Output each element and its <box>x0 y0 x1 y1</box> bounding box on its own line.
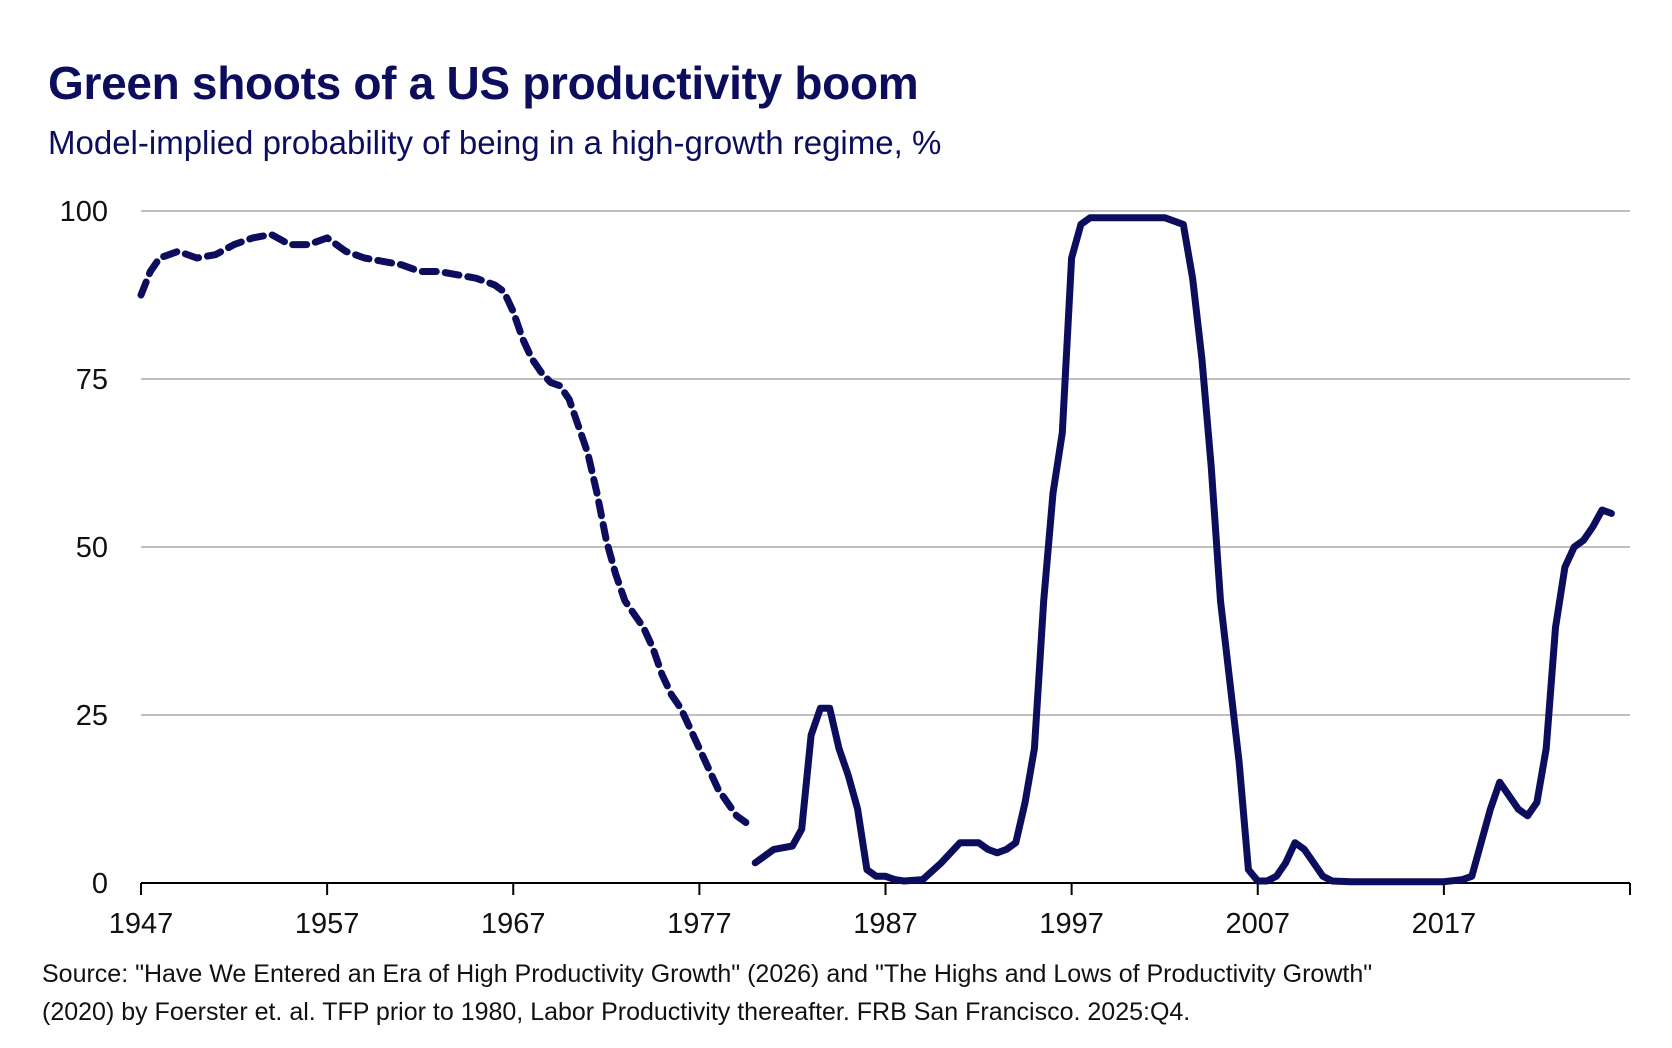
y-tick-label-75: 75 <box>76 364 108 396</box>
x-tick-label-1987: 1987 <box>853 908 918 940</box>
x-tick-label-1967: 1967 <box>481 908 546 940</box>
series-line-tfp <box>137 231 750 826</box>
series-layer <box>137 214 1615 886</box>
y-tick-label-50: 50 <box>76 532 108 564</box>
x-tick-label-2007: 2007 <box>1225 908 1290 940</box>
chart-subtitle: Model-implied probability of being in a … <box>48 124 942 161</box>
source-line-2: (2020) by Foerster et. al. TFP prior to … <box>42 998 1191 1026</box>
source-note: Source: "Have We Entered an Era of High … <box>42 955 1642 1031</box>
gridlines <box>141 210 1630 716</box>
x-tick-label-1977: 1977 <box>667 908 732 940</box>
chart-title: Green shoots of a US productivity boom <box>48 57 919 109</box>
series-line-labor-productivity <box>751 214 1615 886</box>
x-tick-label-1997: 1997 <box>1039 908 1104 940</box>
tick-labels: 0 25 50 75 100 1947 1957 1967 1977 1987 1997 2007 20… <box>60 196 1477 940</box>
y-tick-label-0: 0 <box>92 868 108 900</box>
source-line-1: Source: "Have We Entered an Era of High … <box>42 960 1373 988</box>
x-tick-label-2017: 2017 <box>1412 908 1477 940</box>
x-tick-label-1947: 1947 <box>109 908 174 940</box>
x-tick-label-1957: 1957 <box>295 908 360 940</box>
y-tick-label-100: 100 <box>60 196 108 228</box>
y-tick-label-25: 25 <box>76 700 108 732</box>
